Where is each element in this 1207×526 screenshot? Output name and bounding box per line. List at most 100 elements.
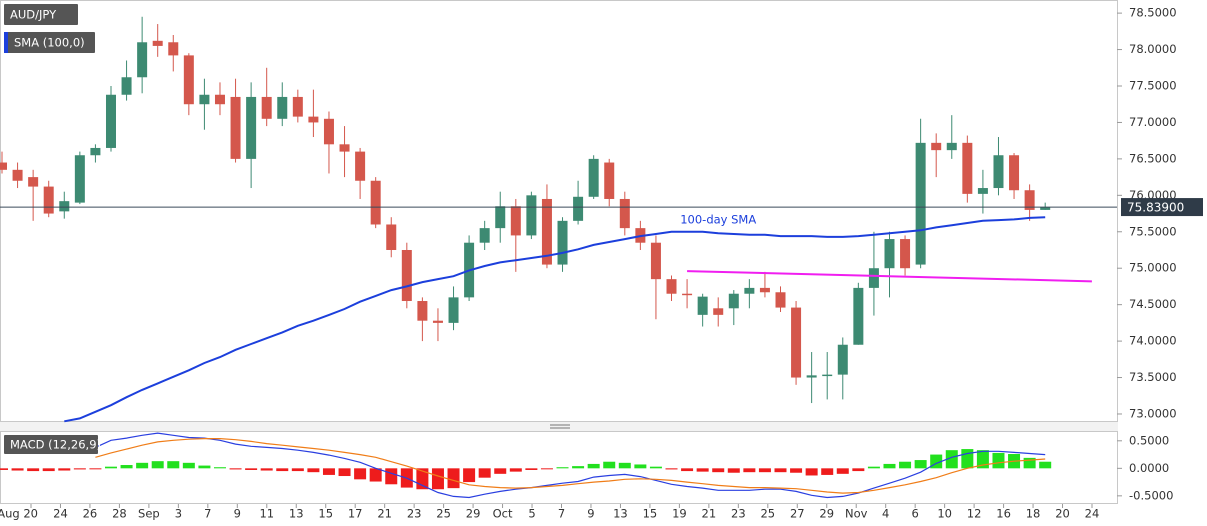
histogram-bar	[385, 468, 398, 485]
histogram-bar	[89, 468, 102, 470]
candle-body	[246, 96, 257, 159]
candle-body	[884, 239, 895, 269]
x-tick-label: Aug 20	[0, 507, 38, 521]
y-tick-label: 74.0000	[1129, 334, 1177, 348]
candle-body	[308, 116, 319, 123]
x-tick-label: 13	[289, 507, 304, 521]
candle-body	[588, 158, 599, 197]
candle-body	[526, 195, 537, 236]
x-tick-label: 15	[318, 507, 333, 521]
candle-body	[1024, 190, 1035, 210]
histogram-bar	[104, 466, 117, 469]
histogram-bar	[73, 468, 86, 470]
x-tick-label: 17	[348, 507, 363, 521]
y-tick-label: 0.5000	[1129, 433, 1169, 447]
histogram-bar	[883, 463, 896, 469]
candles	[0, 16, 1051, 404]
candle-body	[90, 147, 101, 156]
histogram-bar	[790, 468, 803, 473]
y-tick-label: 73.0000	[1129, 406, 1177, 420]
histogram-bar	[712, 468, 725, 473]
histogram-bar	[821, 468, 834, 475]
candle-body	[28, 177, 39, 187]
candle-body	[199, 94, 210, 105]
histogram-bar	[11, 468, 24, 471]
histogram-bar	[805, 468, 818, 476]
x-tick-label: 23	[731, 507, 746, 521]
x-tick-label: 9	[234, 507, 241, 521]
candle-body	[168, 42, 179, 56]
histogram-bar	[603, 461, 616, 469]
candle-body	[853, 287, 864, 345]
candle-body	[121, 77, 132, 95]
candle-body	[557, 220, 568, 265]
histogram-bar	[322, 468, 335, 475]
sma-line	[64, 216, 1046, 423]
histogram-bar	[120, 465, 133, 469]
candle-body	[806, 375, 817, 378]
x-tick-label: 9	[587, 507, 594, 521]
histogram-bar	[0, 468, 8, 470]
histogram-bar	[167, 461, 180, 469]
histogram-bar	[213, 467, 226, 469]
candle-body	[728, 293, 739, 309]
y-tick-label: 76.5000	[1129, 151, 1177, 165]
histogram-bar	[136, 462, 149, 469]
candle-body	[900, 239, 911, 269]
histogram-bar	[369, 468, 382, 482]
candle-body	[386, 224, 397, 250]
candle-body	[12, 169, 23, 181]
y-tick-label: 74.5000	[1129, 297, 1177, 311]
x-tick-label: 21	[702, 507, 717, 521]
histogram-bar	[945, 450, 958, 469]
legend-label: SMA (100,0)	[14, 36, 85, 50]
histogram-bar	[867, 466, 880, 469]
histogram-bar	[354, 468, 367, 480]
x-tick-label: 5	[528, 507, 535, 521]
x-tick-label: 3	[175, 507, 182, 521]
histogram-bar	[276, 468, 289, 472]
histogram-bar	[649, 466, 662, 469]
candle-body	[0, 162, 7, 170]
x-tick-label: 21	[377, 507, 392, 521]
candle-body	[401, 249, 412, 302]
histogram-bar	[556, 467, 569, 469]
histogram-bar	[58, 468, 71, 471]
macd-line	[95, 432, 1046, 499]
candle-body	[744, 287, 755, 294]
histogram-bar	[992, 452, 1005, 469]
candle-body	[214, 94, 225, 105]
histogram-bar	[618, 462, 631, 469]
legend-swatch	[4, 32, 8, 53]
histogram-bar	[540, 468, 553, 470]
y-tick-label: 75.0000	[1129, 261, 1177, 275]
histogram-bar	[182, 462, 195, 469]
histogram-bar	[961, 449, 974, 469]
candle-body	[339, 144, 350, 152]
histogram-bar	[587, 463, 600, 469]
histogram-bar	[245, 468, 258, 470]
y-tick-label: 77.5000	[1129, 79, 1177, 93]
y-tick-label: 78.0000	[1129, 42, 1177, 56]
candle-body	[666, 279, 677, 294]
candle-body	[837, 344, 848, 375]
candle-body	[137, 42, 148, 78]
candle-body	[775, 292, 786, 308]
histogram-bar	[852, 468, 865, 472]
histogram-bar	[291, 468, 304, 472]
candle-body	[370, 180, 381, 225]
legend-box	[4, 435, 98, 454]
x-tick-label: 7	[204, 507, 211, 521]
y-tick-label: 73.5000	[1129, 370, 1177, 384]
candle-body	[323, 118, 334, 145]
signal-line	[95, 438, 1046, 494]
histogram-bar	[260, 468, 273, 471]
candle-body	[868, 268, 879, 288]
candle-body	[573, 196, 584, 221]
candle-body	[604, 162, 615, 199]
y-tick-label: 75.5000	[1129, 224, 1177, 238]
histogram-bar	[463, 468, 476, 483]
histogram-bar	[634, 464, 647, 469]
candle-body	[495, 206, 506, 229]
histogram-bar	[198, 465, 211, 469]
